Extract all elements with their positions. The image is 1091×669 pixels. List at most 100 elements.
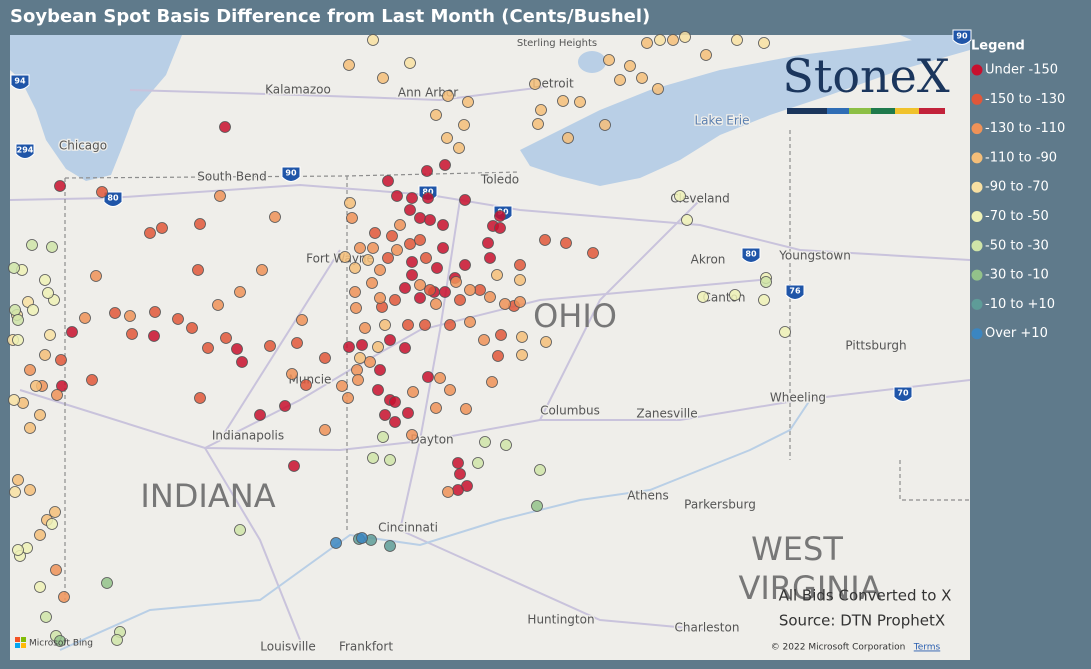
bid-dot [439, 286, 451, 298]
bid-dot [279, 400, 291, 412]
state-label: WEST [751, 530, 843, 568]
bid-dot [534, 464, 546, 476]
shield [952, 29, 972, 45]
bid-dot [330, 537, 342, 549]
bid-dot [374, 364, 386, 376]
city-label: Youngstown [778, 249, 851, 263]
bid-dot [219, 121, 231, 133]
legend-title: Legend [971, 39, 1025, 54]
bid-dot [407, 386, 419, 398]
bid-dot [336, 380, 348, 392]
bid-dot [557, 95, 569, 107]
bid-dot [231, 343, 243, 355]
bid-dot [495, 329, 507, 341]
bid-dot [90, 270, 102, 282]
legend-swatch [971, 211, 983, 222]
city-label: Sterling Heights [517, 38, 597, 49]
shield [281, 166, 301, 182]
bid-dot [156, 222, 168, 234]
shield-number: 80 [107, 194, 119, 203]
bid-dot [700, 49, 712, 61]
shield-number: 80 [422, 188, 434, 197]
logo-bar [849, 108, 871, 114]
bid-dot [27, 304, 39, 316]
bid-dot [406, 256, 418, 268]
bid-dot [464, 316, 476, 328]
road [219, 249, 341, 441]
road [9, 183, 971, 261]
logo-bar [871, 108, 895, 114]
city-label: Pittsburgh [845, 339, 906, 353]
bid-dot [434, 372, 446, 384]
bid-dot [758, 37, 770, 49]
city-label: Athens [627, 489, 669, 503]
bid-dot [464, 284, 476, 296]
bid-dot [404, 57, 416, 69]
bid-dot [40, 611, 52, 623]
bid-dot [26, 239, 38, 251]
shield-number: 80 [745, 250, 757, 259]
bid-dot [34, 409, 46, 421]
bid-dot [603, 54, 615, 66]
bid-dot [12, 544, 24, 556]
bid-dot [296, 314, 308, 326]
bid-dot [486, 376, 498, 388]
city-label: Huntington [527, 613, 594, 627]
bid-dot [441, 132, 453, 144]
bid-dot [30, 380, 42, 392]
bid-dot [192, 264, 204, 276]
bid-dot [492, 350, 504, 362]
lake-st-clair [578, 51, 606, 73]
terms-link[interactable]: Terms [913, 643, 941, 653]
city-label: Louisville [260, 640, 316, 654]
bid-dot [149, 306, 161, 318]
bid-dot [516, 349, 528, 361]
shield-number: 294 [17, 146, 34, 155]
bid-dot [212, 299, 224, 311]
city-label: Kalamazoo [265, 83, 331, 97]
bid-dot [460, 403, 472, 415]
bid-dot [674, 190, 686, 202]
bid-dot [352, 374, 364, 386]
bid-dot [350, 302, 362, 314]
bid-dot [46, 518, 58, 530]
bid-dot [234, 524, 246, 536]
state-label: OHIO [533, 297, 617, 335]
bid-dot [12, 474, 24, 486]
bid-dot [452, 484, 464, 496]
bid-dot [109, 307, 121, 319]
shield-number: 90 [956, 32, 968, 41]
bid-dot [379, 319, 391, 331]
bid-dot [679, 31, 691, 43]
logo: StoneX [782, 49, 950, 114]
city-label: Akron [691, 253, 726, 267]
bid-dot [560, 237, 572, 249]
bid-dot [50, 564, 62, 576]
bid-dot [343, 341, 355, 353]
lake-michigan [10, 35, 182, 181]
bid-dot [514, 296, 526, 308]
bid-dot [431, 262, 443, 274]
shield-number: 94 [14, 77, 26, 86]
bid-dot [404, 204, 416, 216]
bid-dot [494, 210, 506, 222]
bid-dot [472, 457, 484, 469]
bid-dot [126, 328, 138, 340]
bid-dot [514, 274, 526, 286]
bid-dot [349, 262, 361, 274]
bid-dot [369, 227, 381, 239]
bid-dot [111, 634, 123, 646]
bid-dot [500, 439, 512, 451]
bid-dot [54, 635, 66, 647]
bid-dot [641, 37, 653, 49]
legend-label: Under -150 [985, 63, 1058, 78]
bid-dot [414, 279, 426, 291]
bid-dot [430, 109, 442, 121]
bid-dot [55, 354, 67, 366]
bid-dot [386, 230, 398, 242]
bid-dot [256, 264, 268, 276]
bid-dot [220, 332, 232, 344]
